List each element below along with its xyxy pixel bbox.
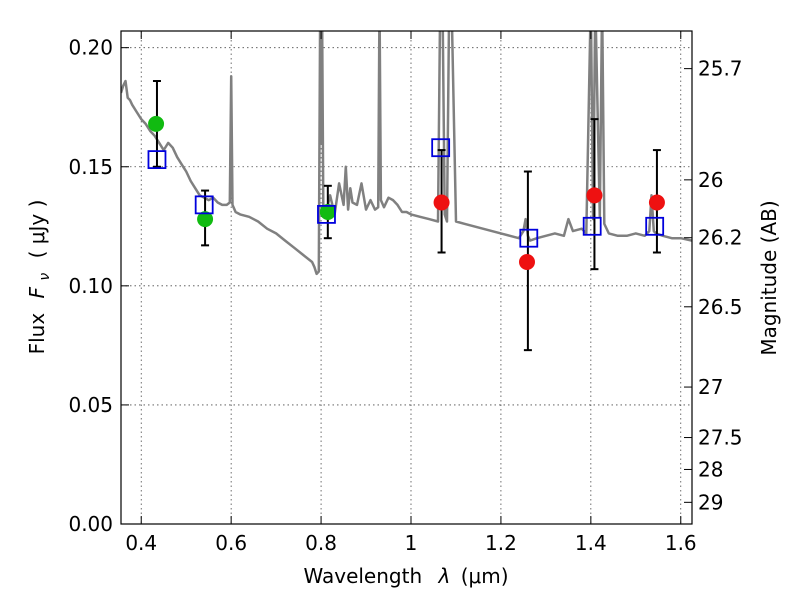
model-photometry-square xyxy=(431,138,451,158)
y-axis-right: 25.7 26 26.2 26.5 27 27.5 28 29 xyxy=(684,57,743,514)
model-photometry-square xyxy=(194,195,214,215)
model-photometry-square xyxy=(519,228,539,248)
y-axis-title-label: Flux xyxy=(25,313,49,355)
x-tick-label: 0.6 xyxy=(215,531,247,555)
x-axis-title-unit: (μm) xyxy=(461,564,509,588)
y2-tick-label: 26.5 xyxy=(698,295,743,319)
x-axis-title-symbol: λ xyxy=(438,564,451,588)
green-data-point xyxy=(197,211,214,228)
y-axis-title-subscript: ν xyxy=(37,273,53,281)
y-tick-label: 0.20 xyxy=(68,36,113,60)
red-data-point xyxy=(586,187,603,204)
x-tick-label: 1.2 xyxy=(485,531,517,555)
x-tick-label: 1.6 xyxy=(665,531,697,555)
red-data-point xyxy=(518,254,535,271)
x-axis-title-label: Wavelength xyxy=(303,564,422,588)
y-tick-label: 0.05 xyxy=(68,393,113,417)
y2-axis-title: Magnitude (AB) xyxy=(757,200,781,355)
y-axis-title-symbol: F xyxy=(25,286,49,298)
y2-tick-label: 26 xyxy=(698,168,723,192)
plot-frame xyxy=(120,30,693,525)
green-data-point xyxy=(148,115,165,132)
y-axis-title: Flux F ν ( μJy ) xyxy=(25,200,54,355)
marker-layer xyxy=(147,115,665,271)
y-tick-label: 0.15 xyxy=(68,155,113,179)
y-tick-label: 0.00 xyxy=(68,512,113,536)
y2-tick-label: 26.2 xyxy=(698,226,743,250)
y2-tick-label: 25.7 xyxy=(698,57,743,81)
x-tick-label: 1.4 xyxy=(575,531,607,555)
model-photometry-square xyxy=(147,150,167,170)
model-photometry-square xyxy=(645,216,665,236)
y-tick-label: 0.10 xyxy=(68,274,113,298)
x-axis: 0.4 0.6 0.8 1 1.2 1.4 1.6 xyxy=(125,31,697,555)
model-photometry-square xyxy=(317,204,336,224)
y2-tick-label: 29 xyxy=(698,490,723,514)
x-tick-label: 1 xyxy=(405,531,418,555)
y2-tick-label: 27 xyxy=(698,375,723,399)
grid xyxy=(121,31,692,525)
y-axis-title-unit: ( μJy ) xyxy=(25,200,49,259)
plot-background xyxy=(121,31,692,524)
red-data-point xyxy=(648,194,665,211)
y2-tick-label: 27.5 xyxy=(698,426,743,450)
x-tick-label: 0.8 xyxy=(305,531,337,555)
red-data-point xyxy=(433,194,450,211)
x-tick-label: 0.4 xyxy=(125,531,157,555)
y-axis-left: 0.00 0.05 0.10 0.15 0.20 xyxy=(68,36,129,536)
x-axis-title: Wavelength λ (μm) xyxy=(303,564,508,588)
model-photometry-square xyxy=(582,216,602,236)
y2-tick-label: 28 xyxy=(698,457,723,481)
